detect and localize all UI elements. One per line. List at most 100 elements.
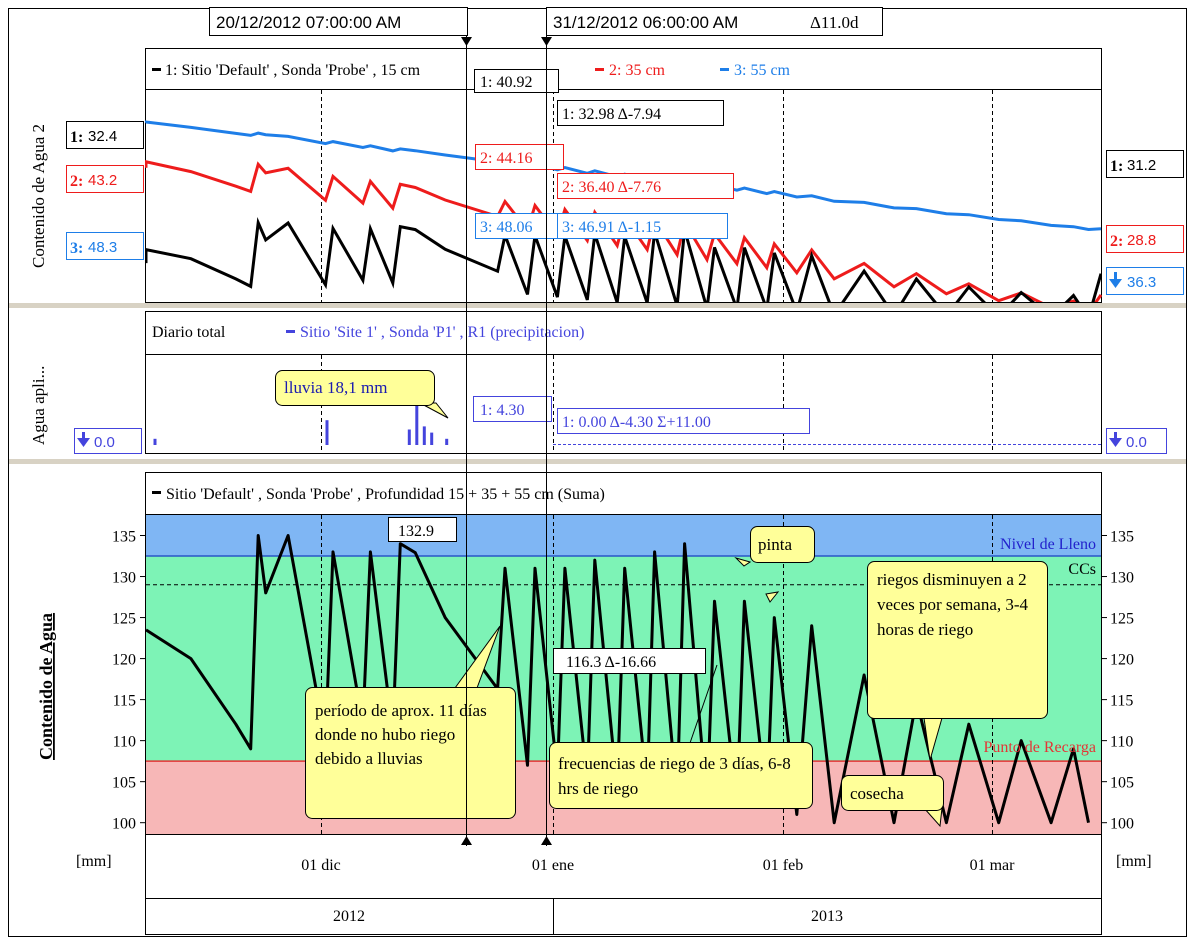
- ytick-label-right-100: 100: [1110, 816, 1134, 833]
- panel-splitter-2[interactable]: [9, 459, 1186, 464]
- year-2013: 2013: [811, 908, 843, 925]
- full-level-band: [146, 515, 1101, 557]
- panel1-gridlines: [321, 90, 993, 302]
- panel-2: Diario total Sitio 'Site 1' , Sonda 'P1'…: [29, 311, 1167, 454]
- cursor1-series1-value: 1: 40.92: [480, 74, 532, 91]
- ytick-label-left-100: 100: [112, 816, 136, 833]
- note-reduced-text: riegos disminuyen a 2 veces por semana, 3…: [877, 570, 1029, 639]
- left-mark-2-id: 2:: [70, 173, 83, 190]
- arrow-down-icon: [1109, 432, 1122, 447]
- left-mark-3-box[interactable]: [66, 232, 144, 260]
- cursor2-top-handle[interactable]: [541, 37, 552, 46]
- panel3-cursor2-value-box: [553, 648, 706, 674]
- x-axis-months-box: [145, 834, 1102, 899]
- month-tick-dec: 01 dic: [301, 857, 341, 874]
- note-harvest-box: [841, 775, 944, 811]
- precip-bar-1: [325, 420, 329, 445]
- cursor1-series3-value-box: [475, 213, 564, 239]
- legend-swatch-3: [720, 68, 729, 71]
- month-tick-mar: 01 mar: [970, 857, 1016, 874]
- left-mark-3-id: 3:: [70, 240, 83, 257]
- panel3-legend-series: Sitio 'Default' , Sonda 'Probe' , Profun…: [166, 486, 605, 503]
- note-reduced-callout[interactable]: riegos disminuyen a 2 veces por semana, 3…: [867, 561, 1048, 761]
- note-no-irrigation-box: [305, 687, 516, 819]
- right-mark-1-box[interactable]: [1106, 150, 1184, 178]
- precip-bar-0: [153, 438, 157, 445]
- panel3-cursor2-value: 116.3 Δ-16.66: [566, 654, 656, 671]
- unit-right: [mm]: [1116, 853, 1152, 870]
- cursor1-bottom-handle[interactable]: [461, 836, 472, 845]
- right-mark-2-box[interactable]: [1106, 225, 1184, 253]
- ytick-label-left-135: 135: [112, 529, 136, 546]
- panel2-cursor1-value-box: [473, 396, 552, 422]
- year-2012: 2012: [333, 908, 365, 925]
- panel3-ylabel: Contenido de Agua: [36, 613, 56, 760]
- arrow-down-icon: [77, 432, 90, 447]
- panel-3: 135 135 130 130 125 125 120 120 115 115 110 110 105 1…: [36, 472, 1152, 870]
- precip-bar-4: [422, 426, 426, 445]
- month-tick-jan: 01 ene: [532, 857, 574, 874]
- ytick-label-right-110: 110: [1110, 734, 1133, 751]
- cursor1-top-handle[interactable]: [461, 37, 472, 46]
- ytick-label-left-115: 115: [113, 693, 136, 710]
- ytick-label-right-105: 105: [1110, 775, 1134, 792]
- left-mark-2-box[interactable]: [66, 165, 144, 193]
- cursor1-label: 20/12/2012 07:00:00 AM: [216, 13, 401, 32]
- precip-bar-6: [445, 438, 449, 445]
- note-pinta-box: [750, 526, 815, 563]
- right-mark-3-value: 36.3: [1127, 274, 1156, 291]
- panel-1: 1: Sitio 'Default' , Sonda 'Probe' , 15 …: [29, 48, 1184, 303]
- cursor2-series2-value-box: [557, 173, 734, 199]
- panel2-legend-series: Sitio 'Site 1' , Sonda 'P1' , R1 (precip…: [300, 324, 584, 341]
- arrow-down-icon: [1109, 272, 1122, 288]
- right-mark-1-id: 1:: [1110, 158, 1123, 175]
- panel2-legend-box: [145, 311, 1102, 355]
- panel2-legend-prefix: Diario total: [152, 324, 226, 341]
- panel2-right-mark-value: 0.0: [1126, 434, 1147, 451]
- cursor2-label: 31/12/2012 06:00:00 AM: [553, 13, 738, 32]
- cursor2-bottom-handle[interactable]: [541, 836, 552, 845]
- note-harvest-callout[interactable]: cosecha: [841, 775, 944, 828]
- cursor-2[interactable]: 31/12/2012 06:00:00 AM Δ11.0d: [541, 7, 883, 847]
- legend-series-1: 1: Sitio 'Default' , Sonda 'Probe' , 15 …: [165, 62, 421, 79]
- ytick-label-right-130: 130: [1110, 570, 1134, 587]
- x-axis: 01 dic 01 ene 01 feb 01 mar 2012 2013: [145, 834, 1102, 935]
- right-mark-1-value: 31.2: [1127, 157, 1156, 174]
- left-mark-1-box[interactable]: [66, 121, 144, 149]
- ytick-label-left-120: 120: [112, 652, 136, 669]
- cursor1-series2-value-box: [475, 144, 564, 170]
- cursor2-label-box: [546, 7, 883, 36]
- panel-splitter-1[interactable]: [9, 303, 1186, 308]
- panel2-legend-swatch: [286, 330, 295, 333]
- cursor1-series3-value: 3: 48.06: [480, 219, 532, 236]
- cc-label: CCs: [1068, 561, 1096, 578]
- cursor1-label-box: [209, 7, 468, 36]
- legend-series-3: 3: 55 cm: [734, 62, 791, 79]
- legend-swatch-1: [152, 68, 161, 71]
- left-mark-3-value: 48.3: [88, 239, 117, 256]
- cursor2-series3-value-box: [557, 213, 728, 239]
- right-mark-2-id: 2:: [1110, 233, 1123, 250]
- panel2-cursor2-value: 1: 0.00 Δ-4.30 Σ+11.00: [562, 414, 711, 431]
- band-low-label: Punto de Recarga: [983, 739, 1096, 756]
- panel3-cursor1-value-box: [388, 517, 457, 542]
- ytick-label-right-120: 120: [1110, 652, 1134, 669]
- ytick-label-right-125: 125: [1110, 611, 1134, 628]
- rain-callout[interactable]: lluvia 18,1 mm: [275, 370, 449, 419]
- cursor2-delta: Δ11.0d: [810, 13, 859, 32]
- ytick-label-right-135: 135: [1110, 529, 1134, 546]
- legend-series-2: 2: 35 cm: [609, 62, 666, 79]
- left-mark-1-value: 32.4: [88, 128, 117, 145]
- panel3-legend-swatch: [152, 491, 161, 494]
- unit-left: [mm]: [76, 853, 112, 870]
- month-tick-feb: 01 feb: [763, 857, 803, 874]
- note-reduced-box: [867, 561, 1048, 719]
- ytick-label-left-110: 110: [113, 734, 136, 751]
- cursor2-series2-value: 2: 36.40 Δ-7.76: [562, 179, 661, 196]
- note-frequency-callout[interactable]: frecuencias de riego de 3 días, 6-8 hrs d…: [549, 664, 813, 809]
- panel3-legend-box: [145, 472, 1102, 515]
- cursor-1[interactable]: 20/12/2012 07:00:00 AM: [209, 7, 473, 847]
- cursor1-series2-value: 2: 44.16: [480, 150, 532, 167]
- note-pinta-callout[interactable]: pinta: [734, 526, 815, 603]
